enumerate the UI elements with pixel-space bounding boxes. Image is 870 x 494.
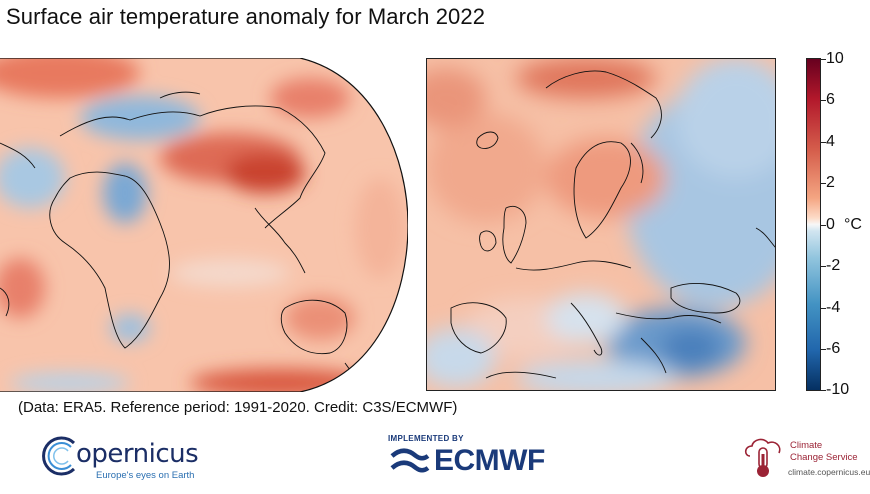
colorbar-tick-label: -10 <box>826 381 850 398</box>
colorbar-tick-label: -4 <box>826 299 841 316</box>
ecmwf-wordmark: ECMWF <box>434 444 545 477</box>
colorbar-tick-label: 10 <box>826 50 844 67</box>
colorbar-tick <box>821 349 826 350</box>
ecmwf-logo: IMPLEMENTED BY ECMWF <box>386 434 566 478</box>
colorbar-tick-label: -2 <box>826 257 841 274</box>
implemented-by-label: IMPLEMENTED BY <box>388 434 464 443</box>
colorbar-tick <box>821 59 826 60</box>
c3s-title-line1: Climate <box>790 440 823 451</box>
colorbar-tick <box>821 390 826 391</box>
c3s-title-line2: Change Service <box>790 452 858 463</box>
europe-anomaly-map <box>426 58 776 391</box>
colorbar-tick <box>821 225 826 226</box>
c3s-url: climate.copernicus.eu <box>788 467 870 477</box>
copernicus-tagline: Europe's eyes on Earth <box>96 470 195 481</box>
colorbar-tick <box>821 183 826 184</box>
copernicus-logo: opernicus Europe's eyes on Earth <box>40 432 200 482</box>
ecmwf-wave-icon <box>390 448 430 473</box>
data-credit: (Data: ERA5. Reference period: 1991-2020… <box>18 399 458 416</box>
page-title: Surface air temperature anomaly for Marc… <box>6 4 486 29</box>
colorbar-tick <box>821 100 826 101</box>
thermometer-cloud-icon <box>744 438 781 477</box>
colorbar-tick-label: 6 <box>826 91 835 108</box>
colorbar-unit: °C <box>844 216 862 233</box>
colorbar-tick-label: 0 <box>826 216 835 233</box>
colorbar-tick-label: 2 <box>826 174 835 191</box>
colorbar-tick <box>821 266 826 267</box>
copernicus-c-icon <box>42 436 76 476</box>
colorbar-tick <box>821 308 826 309</box>
colorbar-tick-label: 4 <box>826 133 835 150</box>
copernicus-wordmark: opernicus <box>76 439 199 469</box>
colorbar-tick <box>821 142 826 143</box>
temperature-colorbar <box>806 58 821 391</box>
c3s-logo: Climate Change Service climate.copernicu… <box>742 432 870 482</box>
world-anomaly-map <box>0 58 408 392</box>
colorbar-tick-label: -6 <box>826 340 841 357</box>
